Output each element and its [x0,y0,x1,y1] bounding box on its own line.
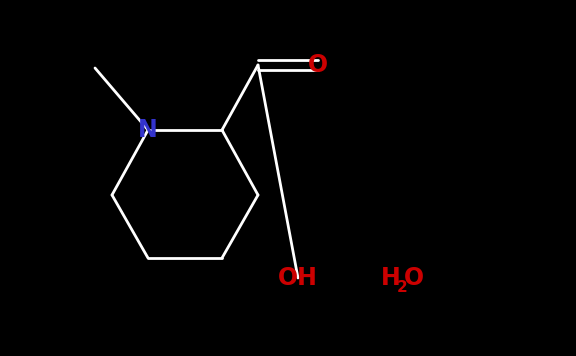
Text: OH: OH [278,266,318,290]
Text: H: H [381,266,401,290]
Text: N: N [138,118,158,142]
Text: 2: 2 [396,281,407,295]
Text: O: O [404,266,424,290]
Text: O: O [308,53,328,77]
